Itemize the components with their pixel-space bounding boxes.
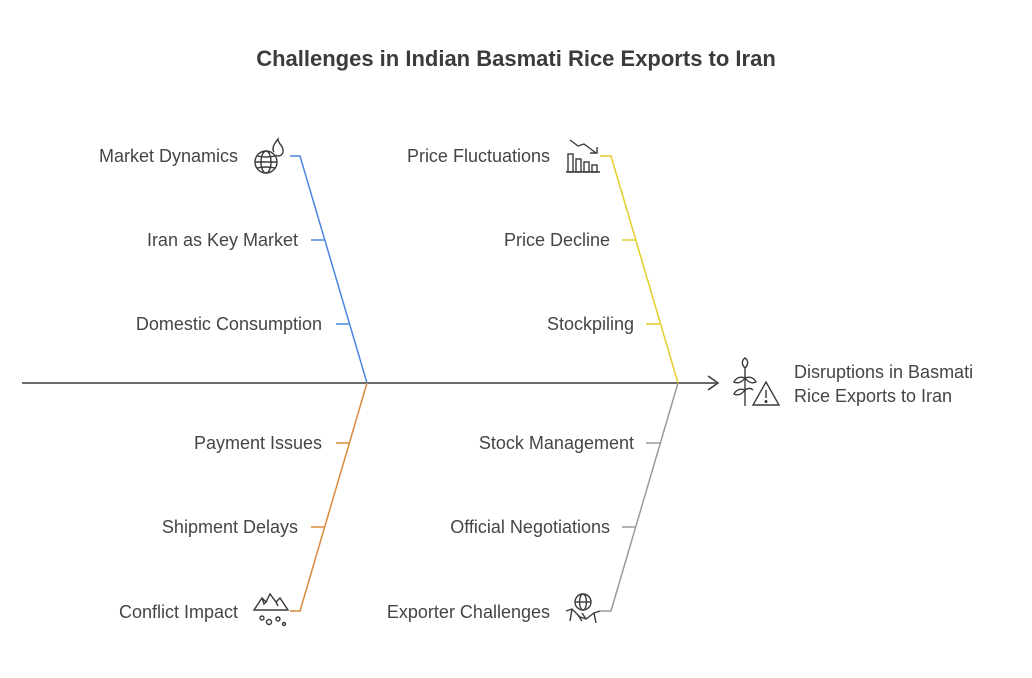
cause-label-price-decline: Price Decline bbox=[503, 230, 610, 250]
page-title: Challenges in Indian Basmati Rice Export… bbox=[256, 46, 776, 71]
category-label-market-dynamics: Market Dynamics bbox=[98, 146, 238, 166]
cause-label-stockpiling: Stockpiling bbox=[546, 314, 634, 334]
effect-label: Disruptions in Basmati Rice Exports to I… bbox=[794, 360, 973, 408]
declining-chart-icon bbox=[566, 139, 600, 173]
category-label-exporter-challenges: Exporter Challenges bbox=[386, 602, 550, 622]
bone-conflict-impact bbox=[290, 382, 368, 612]
cause-label-domestic-consumption: Domestic Consumption bbox=[135, 314, 322, 334]
cause-label-payment-issues: Payment Issues bbox=[193, 433, 322, 453]
handshake-globe-icon bbox=[565, 593, 601, 624]
bone-exporter-challenges bbox=[600, 382, 679, 612]
cause-label-official-negotiations: Official Negotiations bbox=[450, 517, 610, 537]
bone-price-fluctuations bbox=[600, 155, 679, 384]
effect-label-line1: Disruptions in Basmati bbox=[794, 362, 974, 382]
cause-label-stock-management: Stock Management bbox=[478, 433, 634, 453]
category-label-conflict-impact: Conflict Impact bbox=[118, 602, 238, 622]
rice-warning-icon bbox=[733, 357, 781, 406]
explosion-icon bbox=[252, 592, 290, 627]
spine-arrowhead bbox=[707, 375, 720, 391]
globe-fire-icon bbox=[254, 136, 284, 174]
cause-label-iran-key-market: Iran as Key Market bbox=[146, 230, 298, 250]
effect-label-line2: Rice Exports to Iran bbox=[794, 386, 953, 406]
cause-label-shipment-delays: Shipment Delays bbox=[161, 517, 298, 537]
category-label-price-fluctuations: Price Fluctuations bbox=[406, 146, 550, 166]
bone-market-dynamics bbox=[290, 155, 368, 384]
